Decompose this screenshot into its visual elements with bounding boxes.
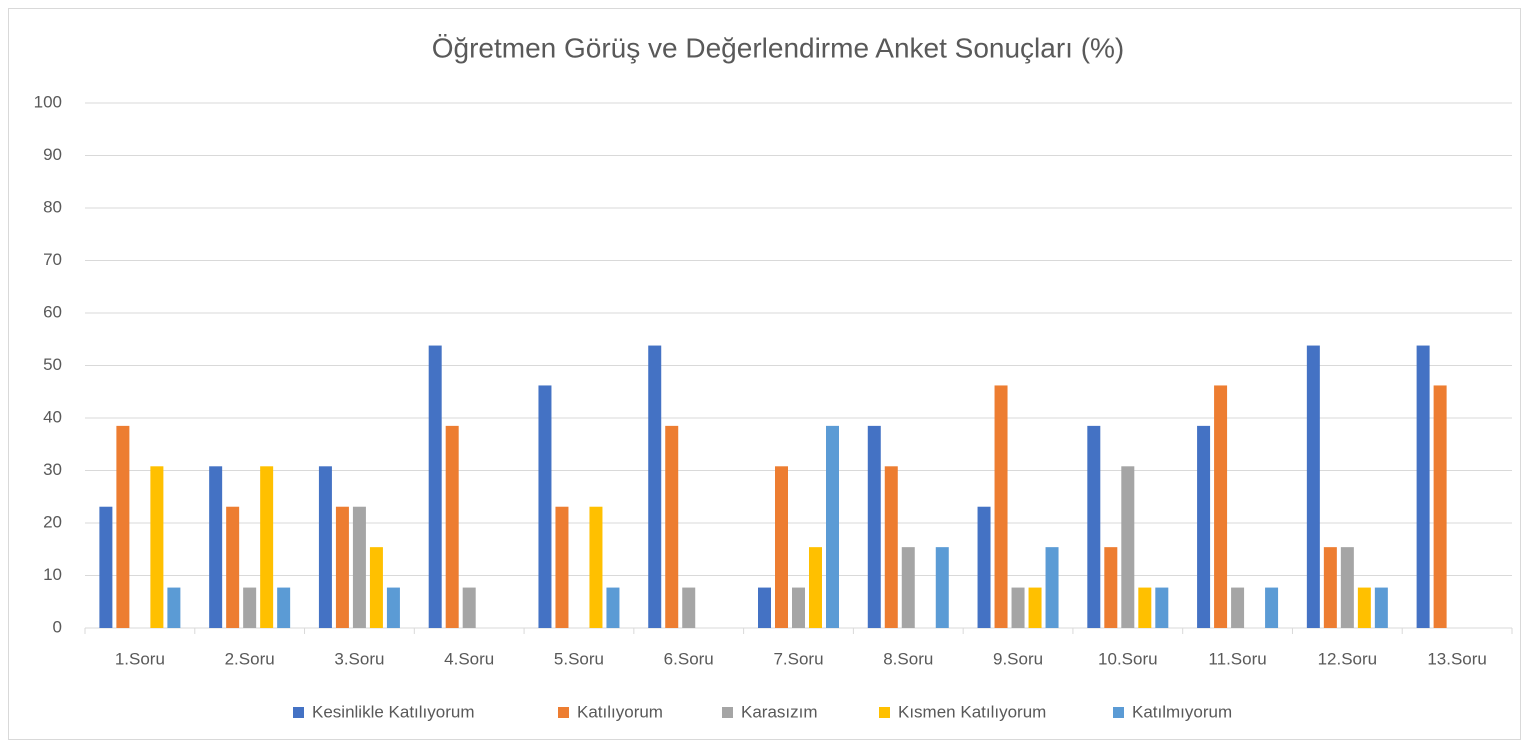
bar	[589, 506, 603, 628]
x-tick-label: 2.Soru	[225, 649, 275, 668]
y-tick-label: 10	[43, 565, 62, 584]
bar	[428, 345, 442, 628]
y-tick-label: 50	[43, 355, 62, 374]
bar	[1306, 345, 1320, 628]
y-tick-label: 80	[43, 197, 62, 216]
bar	[682, 587, 696, 628]
bar	[386, 587, 400, 628]
bar	[1231, 587, 1245, 628]
y-tick-label: 0	[53, 617, 62, 636]
bar	[809, 547, 822, 628]
bar	[1416, 345, 1430, 628]
bar	[1028, 587, 1042, 628]
bar	[369, 547, 383, 628]
x-tick-label: 1.Soru	[115, 649, 165, 668]
bar	[1155, 587, 1169, 628]
bar	[935, 547, 949, 628]
y-tick-label: 70	[43, 250, 62, 269]
bar	[1340, 547, 1354, 628]
bar	[1045, 547, 1059, 628]
bar	[260, 466, 274, 628]
legend-label: Katılmıyorum	[1132, 702, 1232, 721]
x-tick-label: 3.Soru	[334, 649, 384, 668]
bar	[901, 547, 915, 628]
bar	[243, 587, 257, 628]
legend-label: Kısmen Katılıyorum	[898, 702, 1046, 721]
x-tick-label: 4.Soru	[444, 649, 494, 668]
bar	[150, 466, 164, 628]
legend-swatch	[293, 707, 304, 718]
bar	[209, 466, 223, 628]
x-tick-label: 7.Soru	[773, 649, 823, 668]
y-tick-label: 100	[34, 92, 62, 111]
y-tick-label: 60	[43, 302, 62, 321]
bar	[116, 425, 130, 628]
legend-label: Kesinlikle Katılıyorum	[312, 702, 475, 721]
legend-label: Katılıyorum	[577, 702, 663, 721]
bar	[1087, 425, 1101, 628]
bar	[977, 506, 991, 628]
x-tick-label: 10.Soru	[1098, 649, 1158, 668]
bar	[994, 385, 1008, 628]
chart-frame	[8, 8, 1521, 740]
bar	[352, 506, 366, 628]
x-tick-label: 13.Soru	[1427, 649, 1487, 668]
legend-swatch	[1113, 707, 1124, 718]
bar	[758, 587, 771, 628]
bar	[867, 425, 881, 628]
y-tick-label: 90	[43, 145, 62, 164]
y-tick-label: 30	[43, 460, 62, 479]
bar	[884, 466, 898, 628]
bar	[277, 587, 291, 628]
bar	[226, 506, 240, 628]
x-tick-label: 9.Soru	[993, 649, 1043, 668]
bar	[445, 425, 459, 628]
bar	[167, 587, 181, 628]
legend-swatch	[879, 707, 890, 718]
chart-title: Öğretmen Görüş ve Değerlendirme Anket So…	[432, 32, 1125, 63]
x-tick-label: 5.Soru	[554, 649, 604, 668]
x-tick-label: 11.Soru	[1208, 649, 1266, 668]
x-tick-label: 8.Soru	[883, 649, 933, 668]
legend-label: Karasızım	[741, 702, 818, 721]
bar	[665, 425, 679, 628]
y-tick-label: 40	[43, 407, 62, 426]
bar	[99, 506, 113, 628]
bar	[538, 385, 552, 628]
bar	[1323, 547, 1337, 628]
bar	[462, 587, 476, 628]
bar	[1104, 547, 1118, 628]
bar	[1357, 587, 1371, 628]
legend-swatch	[558, 707, 569, 718]
x-tick-label: 6.Soru	[664, 649, 714, 668]
x-tick-label: 12.Soru	[1318, 649, 1378, 668]
bar	[826, 425, 839, 628]
bar	[1121, 466, 1135, 628]
bar	[792, 587, 805, 628]
bar	[775, 466, 788, 628]
bar	[1197, 425, 1211, 628]
bar	[1214, 385, 1228, 628]
bar	[1011, 587, 1025, 628]
bar	[1138, 587, 1152, 628]
y-tick-label: 20	[43, 512, 62, 531]
bar	[606, 587, 620, 628]
bar	[335, 506, 349, 628]
bar	[1433, 385, 1447, 628]
bar	[648, 345, 662, 628]
legend-swatch	[722, 707, 733, 718]
bar	[1265, 587, 1279, 628]
bar	[555, 506, 569, 628]
bar	[318, 466, 332, 628]
bar	[1374, 587, 1388, 628]
